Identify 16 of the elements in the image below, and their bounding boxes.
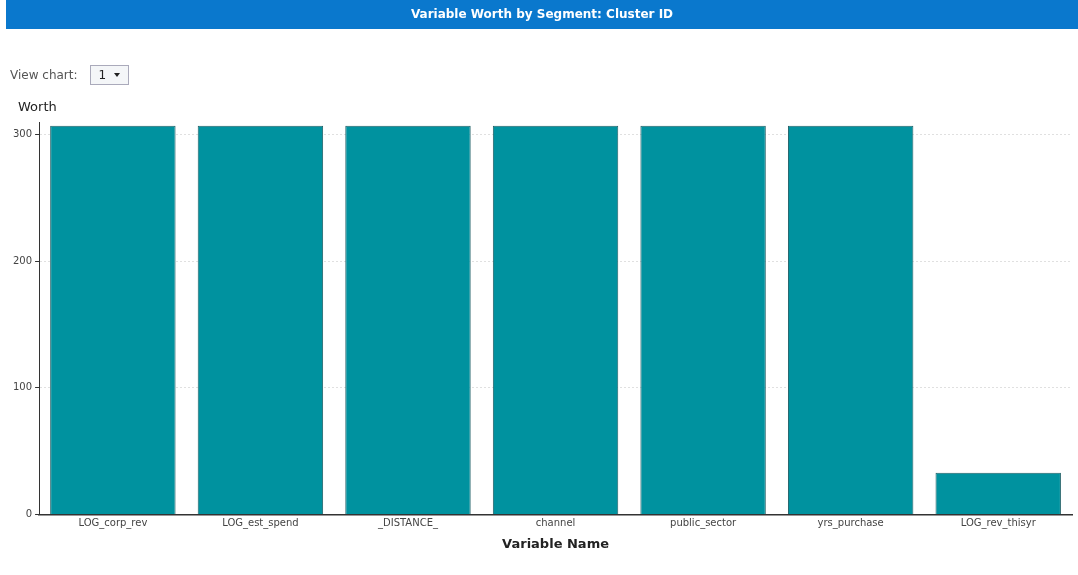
y-axis-title: Worth — [18, 98, 57, 114]
x-tick-label: LOG_corp_rev — [78, 516, 148, 529]
x-axis-title: Variable Name — [502, 535, 610, 551]
text: 1 — [98, 68, 107, 82]
y-tick-label: 200 — [12, 254, 33, 266]
x-tick-label: LOG_rev_thisyr — [960, 516, 1037, 529]
text: View chart: — [10, 68, 78, 82]
y-tick-label: 0 — [25, 507, 33, 519]
y-tick-label: 100 — [12, 381, 33, 393]
x-tick-label: yrs_purchase — [817, 516, 884, 529]
x-tick-label: public_sector — [670, 516, 738, 529]
y-tick-label: 300 — [12, 128, 33, 140]
x-tick-label: channel — [535, 516, 576, 528]
x-tick-label: _DISTANCE_ — [377, 516, 439, 529]
chart-title: Variable Worth by Segment: Cluster ID — [6, 0, 1078, 29]
x-tick-label: LOG_est_spend — [222, 516, 299, 529]
